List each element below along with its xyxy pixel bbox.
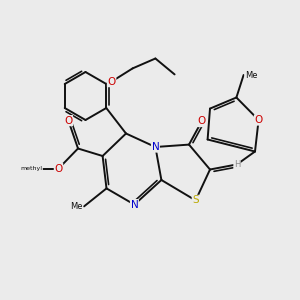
Text: O: O — [54, 164, 63, 174]
Text: O: O — [107, 76, 116, 87]
Text: H: H — [234, 160, 240, 169]
Text: Me: Me — [70, 202, 83, 211]
Text: methyl: methyl — [20, 166, 43, 171]
Text: Me: Me — [245, 70, 257, 80]
Text: N: N — [152, 142, 159, 152]
Text: O: O — [254, 115, 263, 125]
Text: O: O — [197, 116, 206, 127]
Text: N: N — [130, 200, 138, 210]
Text: O: O — [64, 116, 73, 126]
Text: S: S — [192, 195, 199, 206]
